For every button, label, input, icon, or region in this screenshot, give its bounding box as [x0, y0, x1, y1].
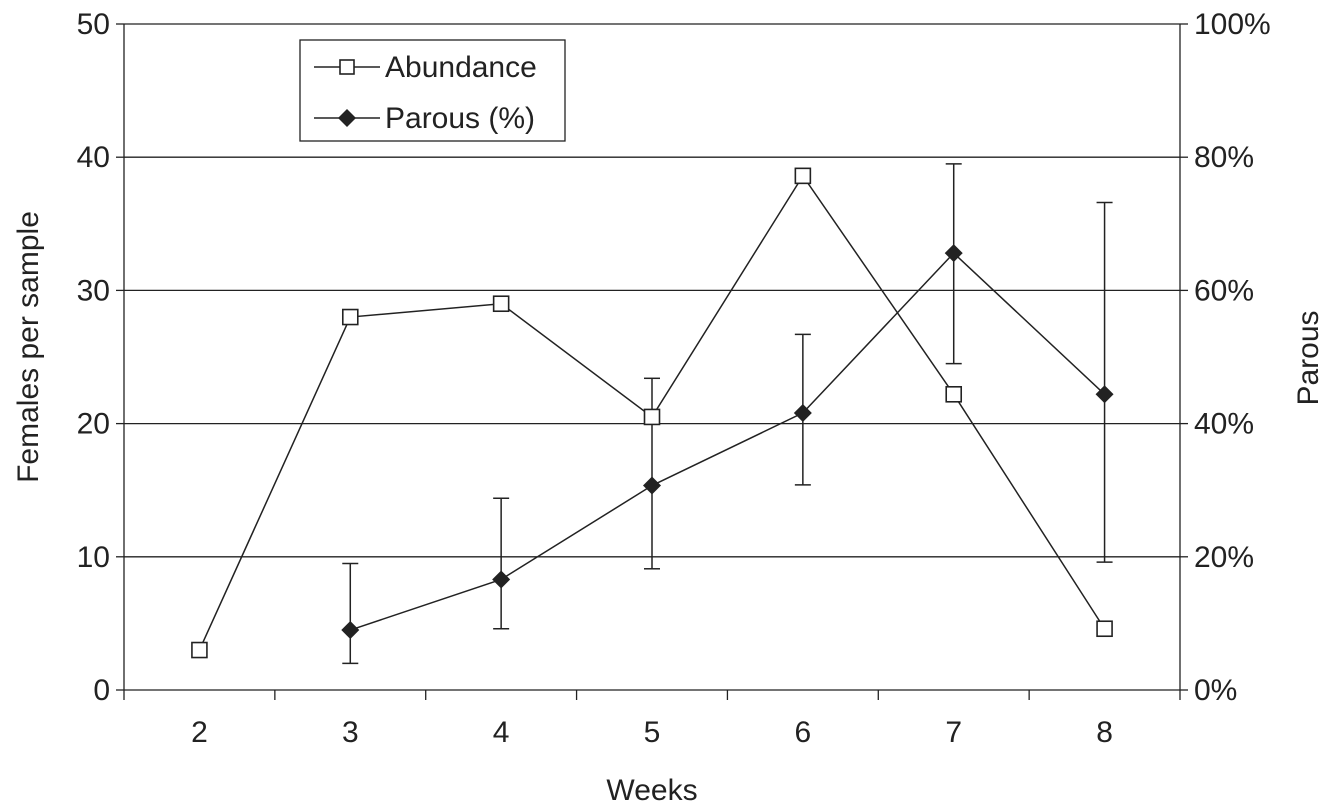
x-tick-label: 2 — [191, 716, 208, 749]
legend-parous-marker — [338, 109, 356, 127]
series — [191, 163, 1114, 665]
x-tick-label: 3 — [342, 716, 359, 749]
parous-point — [944, 244, 963, 263]
parous-line — [350, 252, 1106, 631]
parous-point — [341, 621, 360, 640]
abundance-point — [191, 641, 208, 659]
y-left-tick-label: 30 — [77, 274, 110, 307]
legend-parous-label: Parous (%) — [385, 102, 535, 135]
x-tick-label: 7 — [945, 716, 962, 749]
x-tick-label: 8 — [1096, 716, 1113, 749]
y-axis-left-title: Females per sample — [12, 211, 45, 483]
x-axis-title: Weeks — [606, 774, 697, 807]
x-tick-label: 6 — [795, 716, 812, 749]
y-right-tick-label: 60% — [1194, 274, 1254, 307]
legend: Abundance Parous (%) — [299, 39, 566, 142]
y-right-tick-label: 100% — [1194, 8, 1271, 41]
y-left-tick-label: 10 — [77, 541, 110, 574]
axes — [116, 23, 1188, 700]
y-right-tick-label: 40% — [1194, 408, 1254, 441]
legend-box — [299, 39, 566, 142]
abundance-point — [492, 295, 510, 313]
y-left-tick-label: 0 — [93, 674, 110, 707]
abundance-point — [341, 308, 359, 326]
y-right-tick-label: 0% — [1194, 674, 1237, 707]
abundance-point — [643, 408, 661, 426]
legend-abundance-label: Abundance — [385, 51, 537, 84]
abundance-point — [945, 385, 963, 403]
y-left-tick-label: 40 — [77, 141, 110, 174]
x-tick-label: 5 — [644, 716, 661, 749]
y-axis-right-title: Parous — [1292, 310, 1325, 405]
y-left-tick-label: 20 — [77, 408, 110, 441]
y-right-tick-label: 80% — [1194, 141, 1254, 174]
abundance-point — [1096, 620, 1113, 638]
parous-point — [793, 403, 812, 422]
abundance-point — [794, 167, 812, 185]
y-right-tick-label: 20% — [1194, 541, 1254, 574]
gridlines — [124, 23, 1180, 558]
tick-labels: 0 10 20 30 40 50 0% 20% 40% 60% 80% 100% 2 3 4 5 6 7 8 — [77, 8, 1271, 749]
parous-point — [492, 570, 511, 589]
parous-point — [643, 476, 661, 495]
y-left-tick-label: 50 — [77, 8, 110, 41]
x-tick-label: 4 — [493, 716, 510, 749]
parous-point — [1095, 385, 1114, 404]
legend-abundance-marker — [339, 59, 355, 75]
